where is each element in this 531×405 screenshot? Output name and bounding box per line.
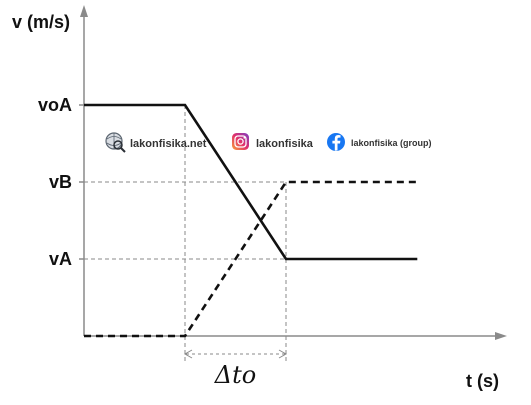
y-axis-title: v (m/s) bbox=[12, 12, 70, 32]
instagram-icon bbox=[232, 133, 249, 150]
series-line-dashed bbox=[84, 180, 418, 338]
instagram-label: lakonfisika bbox=[256, 138, 314, 150]
axes bbox=[80, 5, 507, 340]
interval-arrow-left bbox=[183, 349, 193, 359]
facebook-label: lakonfisika (group) bbox=[351, 138, 432, 148]
y-tick-label-voA: voA bbox=[38, 95, 72, 115]
interval-label: Δto bbox=[214, 361, 256, 389]
series-lines bbox=[84, 103, 418, 338]
interval-arrow-right bbox=[278, 349, 288, 359]
series-line-solid bbox=[84, 103, 418, 261]
guide-lines bbox=[84, 105, 287, 362]
website-label: lakonfisika.net bbox=[130, 138, 207, 150]
y-tick-labels: voA vB vA bbox=[38, 95, 84, 269]
x-axis-title: t (s) bbox=[466, 371, 499, 391]
x-axis-arrow bbox=[495, 332, 507, 340]
facebook-icon bbox=[327, 133, 345, 151]
interval-marker: Δto bbox=[183, 349, 288, 389]
y-axis-arrow bbox=[80, 5, 88, 17]
y-tick-label-vB: vB bbox=[49, 172, 72, 192]
watermark: lakonfisika.net lakonfisika lakonfisika … bbox=[105, 132, 432, 153]
globe-magnifier-icon bbox=[105, 132, 126, 153]
y-tick-label-vA: vA bbox=[49, 249, 72, 269]
